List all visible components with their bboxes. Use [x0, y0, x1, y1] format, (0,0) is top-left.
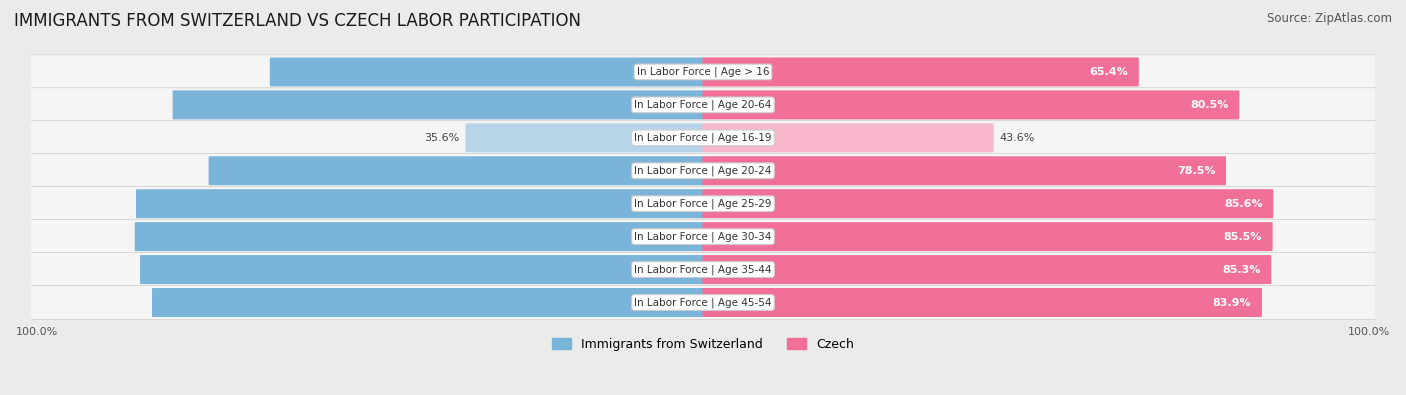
Text: 85.6%: 85.6% — [1225, 199, 1263, 209]
FancyBboxPatch shape — [24, 252, 1382, 287]
Text: Source: ZipAtlas.com: Source: ZipAtlas.com — [1267, 12, 1392, 25]
Text: In Labor Force | Age 20-24: In Labor Force | Age 20-24 — [634, 166, 772, 176]
Text: 83.9%: 83.9% — [1213, 297, 1251, 308]
FancyBboxPatch shape — [24, 186, 1382, 221]
Text: In Labor Force | Age 45-54: In Labor Force | Age 45-54 — [634, 297, 772, 308]
Text: In Labor Force | Age > 16: In Labor Force | Age > 16 — [637, 67, 769, 77]
FancyBboxPatch shape — [135, 222, 703, 251]
Text: 35.6%: 35.6% — [425, 133, 460, 143]
Text: 65.0%: 65.0% — [638, 67, 676, 77]
FancyBboxPatch shape — [703, 90, 1239, 119]
FancyBboxPatch shape — [703, 255, 1271, 284]
Text: 82.7%: 82.7% — [638, 297, 676, 308]
FancyBboxPatch shape — [24, 55, 1382, 89]
FancyBboxPatch shape — [703, 288, 1263, 317]
FancyBboxPatch shape — [24, 154, 1382, 188]
FancyBboxPatch shape — [703, 189, 1274, 218]
Text: 85.5%: 85.5% — [1223, 231, 1263, 242]
FancyBboxPatch shape — [465, 123, 703, 152]
FancyBboxPatch shape — [270, 57, 703, 87]
FancyBboxPatch shape — [141, 255, 703, 284]
FancyBboxPatch shape — [703, 156, 1226, 185]
Text: In Labor Force | Age 35-44: In Labor Force | Age 35-44 — [634, 264, 772, 275]
Legend: Immigrants from Switzerland, Czech: Immigrants from Switzerland, Czech — [547, 333, 859, 356]
FancyBboxPatch shape — [703, 123, 994, 152]
FancyBboxPatch shape — [24, 121, 1382, 155]
Text: 84.5%: 84.5% — [638, 265, 676, 275]
FancyBboxPatch shape — [703, 57, 1139, 87]
Text: 85.3%: 85.3% — [638, 231, 676, 242]
Text: 80.5%: 80.5% — [1191, 100, 1229, 110]
FancyBboxPatch shape — [703, 222, 1272, 251]
Text: 79.6%: 79.6% — [637, 100, 676, 110]
Text: 85.1%: 85.1% — [638, 199, 676, 209]
Text: IMMIGRANTS FROM SWITZERLAND VS CZECH LABOR PARTICIPATION: IMMIGRANTS FROM SWITZERLAND VS CZECH LAB… — [14, 12, 581, 30]
FancyBboxPatch shape — [24, 220, 1382, 254]
Text: 74.2%: 74.2% — [638, 166, 676, 176]
Text: In Labor Force | Age 16-19: In Labor Force | Age 16-19 — [634, 133, 772, 143]
FancyBboxPatch shape — [24, 88, 1382, 122]
FancyBboxPatch shape — [24, 285, 1382, 320]
FancyBboxPatch shape — [136, 189, 703, 218]
Text: In Labor Force | Age 25-29: In Labor Force | Age 25-29 — [634, 198, 772, 209]
Text: 78.5%: 78.5% — [1177, 166, 1216, 176]
Text: 43.6%: 43.6% — [1000, 133, 1035, 143]
FancyBboxPatch shape — [173, 90, 703, 119]
Text: 85.3%: 85.3% — [1222, 265, 1261, 275]
FancyBboxPatch shape — [208, 156, 703, 185]
Text: In Labor Force | Age 20-64: In Labor Force | Age 20-64 — [634, 100, 772, 110]
FancyBboxPatch shape — [152, 288, 703, 317]
Text: In Labor Force | Age 30-34: In Labor Force | Age 30-34 — [634, 231, 772, 242]
Text: 65.4%: 65.4% — [1090, 67, 1129, 77]
